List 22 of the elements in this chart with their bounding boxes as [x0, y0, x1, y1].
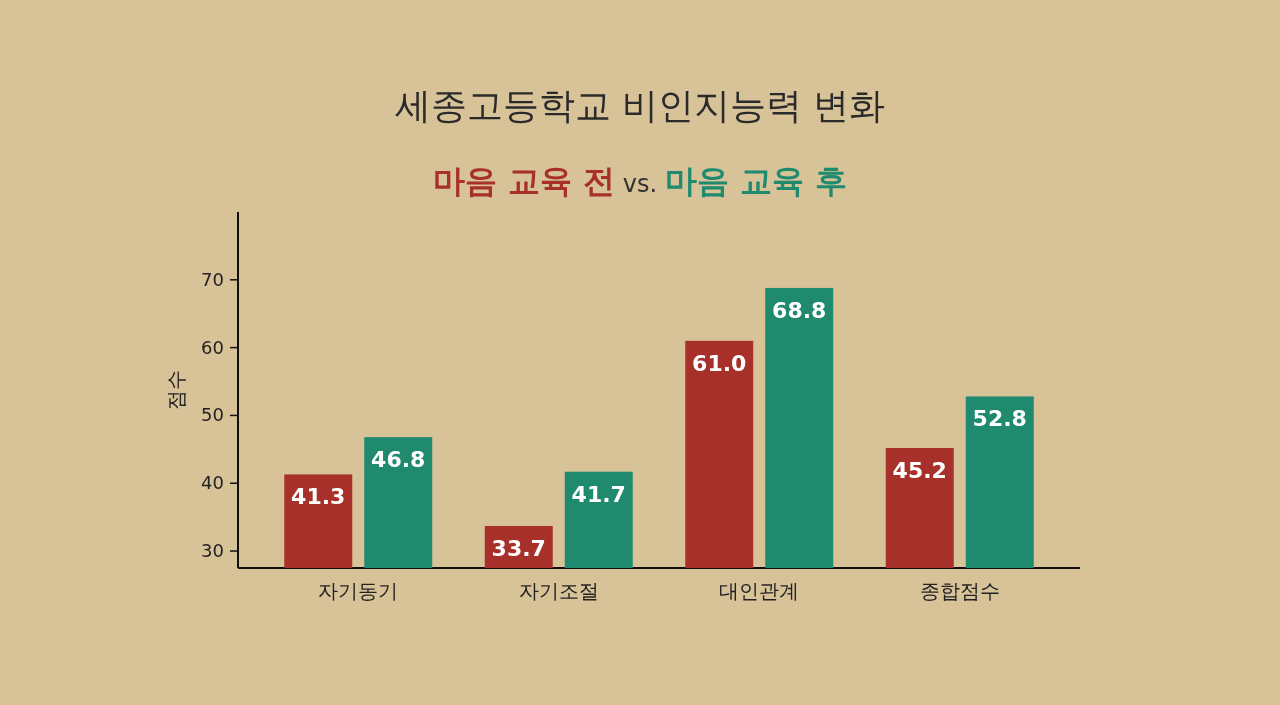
x-tick-label: 대인관계: [719, 579, 800, 603]
y-axis-title: 점수: [164, 370, 188, 410]
x-tick-label: 종합점수: [919, 579, 1000, 603]
data-label: 45.2: [892, 457, 947, 483]
data-label: 52.8: [972, 406, 1027, 432]
x-tick-label: 자기조절: [518, 579, 599, 603]
text: 마음 교육 후: [664, 162, 848, 200]
y-tick-label: 60: [201, 336, 224, 358]
data-label: 68.8: [772, 297, 827, 323]
x-tick-label: 자기동기: [318, 579, 399, 603]
text: 마음 교육 전: [432, 162, 616, 200]
data-label: 41.3: [291, 484, 346, 510]
y-tick-label: 30: [201, 540, 224, 562]
y-tick-label: 50: [201, 404, 224, 426]
data-label: 46.8: [371, 447, 426, 473]
data-label: 61.0: [692, 350, 747, 376]
data-label: 33.7: [491, 535, 546, 561]
chart-title: 세종고등학교 비인지능력 변화: [394, 85, 886, 126]
text: vs.: [615, 170, 665, 198]
y-tick-label: 40: [201, 472, 224, 494]
data-label: 41.7: [571, 481, 626, 507]
y-tick-label: 70: [201, 268, 224, 290]
